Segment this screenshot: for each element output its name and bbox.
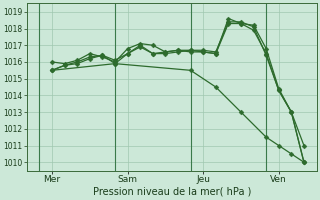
X-axis label: Pression niveau de la mer( hPa ): Pression niveau de la mer( hPa ) — [92, 187, 251, 197]
